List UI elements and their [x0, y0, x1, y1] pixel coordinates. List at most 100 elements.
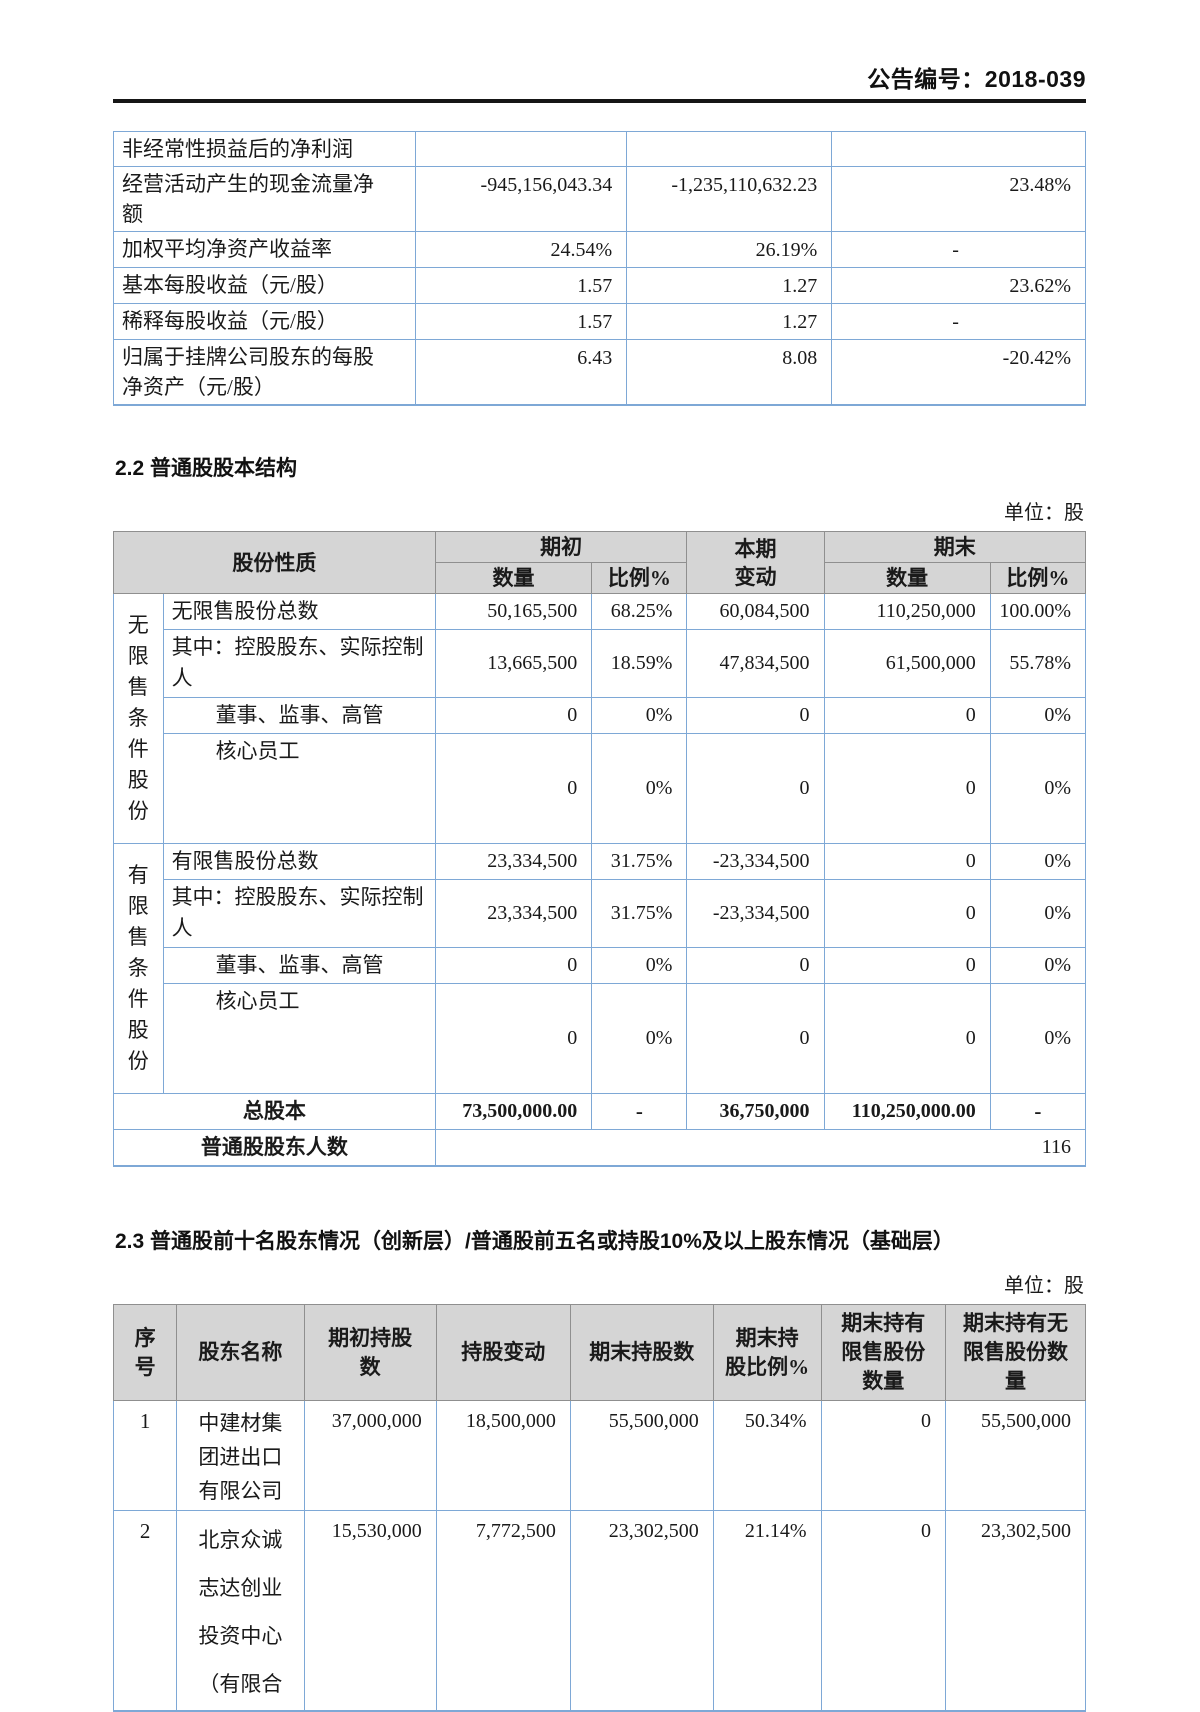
cell-value: 0% [989, 733, 1087, 844]
row-label: 其中：控股股东、实际控制 人 [162, 629, 436, 698]
cell-value: 37,000,000 [303, 1400, 437, 1511]
cell-value: 18.59% [591, 629, 688, 698]
cell-value: 110,250,000.00 [823, 1093, 991, 1130]
cell-index: 2 [112, 1510, 178, 1712]
cell-value: -945,156,043.34 [415, 166, 628, 232]
column-header: 期初 [434, 531, 688, 563]
cell-value: -1,235,110,632.23 [626, 166, 833, 232]
column-header: 期末持股数 [569, 1304, 714, 1401]
section-2-3-title: 2.3 普通股前十名股东情况（创新层）/普通股前五名或持股10%及以上股东情况（… [115, 1230, 954, 1253]
cell-value: 0 [823, 983, 991, 1094]
table-row: 董事、监事、高管 0 0% 0 0 0% [114, 697, 1087, 734]
column-header: 期末持有 限售股份 数量 [820, 1304, 946, 1401]
cell-value: 1.27 [626, 267, 833, 304]
cell-value: 36,750,000 [686, 1093, 825, 1130]
cell-value: 1.57 [415, 267, 628, 304]
row-label: 核心员工 [162, 733, 436, 844]
cell-value: 23.62% [831, 267, 1086, 304]
cell-value: 0 [823, 843, 991, 880]
cell-value: 18,500,000 [435, 1400, 571, 1511]
unit-label: 单位：股 [1004, 502, 1084, 524]
header-rule [113, 99, 1086, 103]
row-label: 稀释每股收益（元/股） [112, 303, 417, 340]
table-row: 核心员工 0 0% 0 0 0% [114, 733, 1087, 844]
column-header: 比例% [989, 562, 1087, 594]
cell-value [626, 131, 833, 167]
cell-value: 0 [823, 697, 991, 734]
cell-value: 0% [989, 843, 1087, 880]
cell-value: 0% [591, 697, 688, 734]
row-label: 归属于挂牌公司股东的每股 净资产（元/股） [112, 339, 417, 406]
share-structure-table: 股份性质 期初 本期 变动 期末 数量 比例% 数量 比例% 无 限 售 条 件… [113, 531, 1087, 1167]
cell-value: 50,165,500 [434, 593, 593, 630]
cell-value: 55.78% [989, 629, 1087, 698]
row-label: 无限售股份总数 [162, 593, 436, 630]
row-label: 非经常性损益后的净利润 [112, 131, 417, 167]
column-header: 序 号 [112, 1304, 178, 1401]
cell-value: 55,500,000 [569, 1400, 714, 1511]
cell-value: 15,530,000 [303, 1510, 437, 1712]
table-row: 经营活动产生的现金流量净 额 -945,156,043.34 -1,235,11… [112, 166, 1086, 232]
shareholder-row: 1 中建材集 团进出口 有限公司 37,000,000 18,500,000 5… [112, 1400, 1087, 1511]
cell-value: 26.19% [626, 231, 833, 268]
table-row: 董事、监事、高管 0 0% 0 0 0% [114, 947, 1087, 984]
cell-value: -23,334,500 [686, 879, 825, 948]
cell-value: 23.48% [831, 166, 1086, 232]
cell-value: 0 [820, 1510, 946, 1712]
column-header: 数量 [434, 562, 593, 594]
row-label: 核心员工 [162, 983, 436, 1094]
cell-value: 0 [823, 733, 991, 844]
cell-value: 0% [989, 983, 1087, 1094]
cell-value: 0 [686, 697, 825, 734]
column-header: 期末持 股比例% [712, 1304, 822, 1401]
cell-value: 55,500,000 [944, 1400, 1087, 1511]
cell-value: 61,500,000 [823, 629, 991, 698]
table-row: 其中：控股股东、实际控制 人 13,665,500 18.59% 47,834,… [114, 629, 1087, 698]
cell-value: - [831, 231, 1086, 268]
top-shareholders-table: 序 号 股东名称 期初持股 数 持股变动 期末持股数 期末持 股比例% 期末持有… [112, 1304, 1087, 1712]
section-2-2-title: 2.2 普通股股本结构 [115, 457, 298, 480]
cell-value: 0 [686, 733, 825, 844]
cell-index: 1 [112, 1400, 178, 1511]
table-row: 其中：控股股东、实际控制 人 23,334,500 31.75% -23,334… [114, 879, 1087, 948]
row-label: 董事、监事、高管 [162, 947, 436, 984]
cell-value: 0% [591, 983, 688, 1094]
cell-value: 1.27 [626, 303, 833, 340]
row-label: 基本每股收益（元/股） [112, 267, 417, 304]
cell-value: 24.54% [415, 231, 628, 268]
row-label: 加权平均净资产收益率 [112, 231, 417, 268]
table-header-row: 数量 比例% 数量 比例% [114, 562, 1087, 594]
cell-value: - [831, 303, 1086, 340]
cell-value: 0 [823, 879, 991, 948]
table-header-row: 序 号 股东名称 期初持股 数 持股变动 期末持股数 期末持 股比例% 期末持有… [112, 1304, 1087, 1401]
cell-value: 0 [434, 733, 593, 844]
column-header: 比例% [591, 562, 688, 594]
column-header: 本期 变动 [686, 531, 825, 594]
cell-value: 0 [434, 697, 593, 734]
cell-value: 1.57 [415, 303, 628, 340]
cell-value: 73,500,000.00 [434, 1093, 593, 1130]
cell-value: 21.14% [712, 1510, 822, 1712]
cell-value: 0 [686, 983, 825, 1094]
summary-table: 非经常性损益后的净利润 经营活动产生的现金流量净 额 -945,156,043.… [112, 131, 1086, 406]
row-label: 经营活动产生的现金流量净 额 [112, 166, 417, 232]
cell-value: 23,334,500 [434, 843, 593, 880]
cell-shareholder-name: 北京众诚 志达创业 投资中心 （有限合 [176, 1510, 305, 1712]
column-header: 持股变动 [435, 1304, 571, 1401]
table-row: 无 限 售 条 件 股 份 无限售股份总数 50,165,500 68.25% … [113, 593, 1087, 844]
cell-value: -20.42% [831, 339, 1086, 406]
cell-value: 0% [989, 879, 1087, 948]
cell-value: 6.43 [415, 339, 628, 406]
table-row: 加权平均净资产收益率 24.54% 26.19% - [112, 231, 1086, 268]
column-header: 股东名称 [176, 1304, 305, 1401]
group-label-restricted: 有 限 售 条 件 股 份 [113, 843, 164, 1094]
cell-value: 100.00% [989, 593, 1087, 630]
cell-value: 68.25% [591, 593, 688, 630]
table-row: 核心员工 0 0% 0 0 0% [114, 983, 1087, 1094]
cell-value: 23,302,500 [569, 1510, 714, 1712]
cell-value: 0 [434, 947, 593, 984]
cell-value: 0% [591, 733, 688, 844]
cell-value [831, 131, 1086, 167]
row-label: 董事、监事、高管 [162, 697, 436, 734]
shareholder-row: 2 北京众诚 志达创业 投资中心 （有限合 15,530,000 7,772,5… [112, 1510, 1087, 1712]
